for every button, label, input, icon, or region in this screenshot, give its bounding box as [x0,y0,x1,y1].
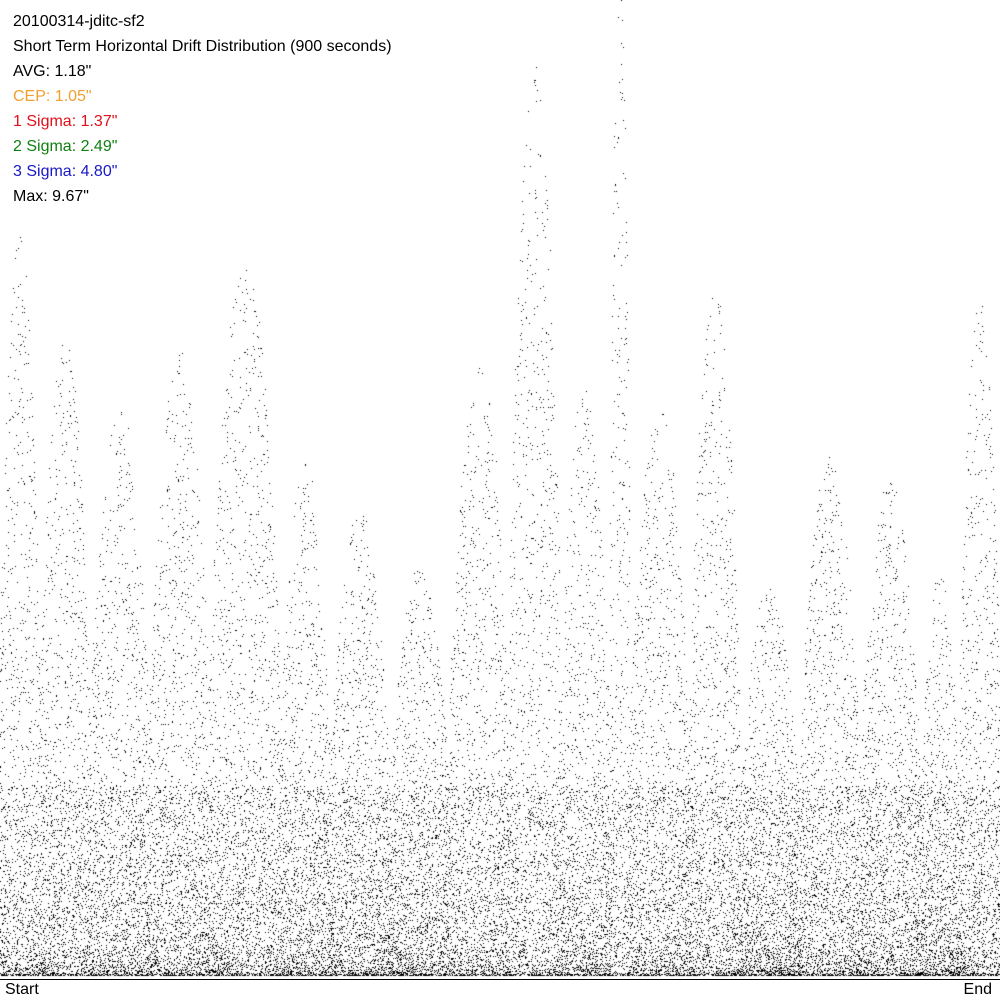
chart-subtitle: Short Term Horizontal Drift Distribution… [13,38,392,55]
stat-sigma-2: 2 Sigma: 2.49" [13,138,118,155]
stat-avg: AVG: 1.18" [13,63,92,80]
chart-title: 20100314-jditc-sf2 [13,13,145,30]
stat-cep: CEP: 1.05" [13,88,92,105]
chart-legend: 20100314-jditc-sf2 Short Term Horizontal… [13,9,392,209]
stat-sigma-1: 1 Sigma: 1.37" [13,113,118,130]
x-axis-line [0,979,1000,980]
x-axis-end-label: End [963,981,992,998]
stat-max: Max: 9.67" [13,188,89,205]
x-axis-start-label: Start [5,981,39,998]
stat-sigma-3: 3 Sigma: 4.80" [13,163,118,180]
